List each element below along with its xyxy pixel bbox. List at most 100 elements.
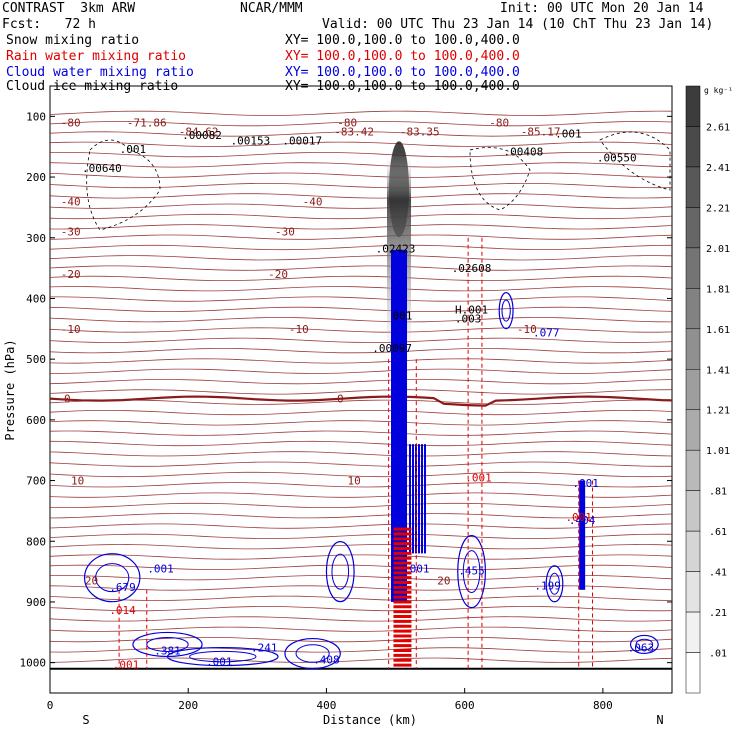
temperature-contour-line: [50, 358, 672, 364]
colorbar-label: 1.81: [706, 284, 730, 295]
header-model: CONTRAST 3km ARW: [2, 1, 136, 16]
contour-value-label: .001: [572, 477, 599, 490]
cloud-water-contour: [166, 646, 279, 667]
temperature-contour-line: [50, 131, 672, 137]
temperature-contour-line: [50, 327, 672, 333]
temperature-contour-line: [50, 471, 672, 478]
temperature-contour-line: [50, 482, 672, 488]
temperature-contour-line: [50, 554, 672, 560]
contour-value-label: .199: [534, 580, 561, 593]
temperature-contour-line: [50, 595, 672, 601]
cloud-water-contour: [629, 634, 659, 655]
cloud-water-contour: [545, 565, 564, 603]
temperature-contour-line: [50, 286, 672, 292]
cloud-water-contour: [95, 563, 130, 593]
x-tick-label: 200: [178, 699, 198, 712]
cloud-water-column-east: [579, 480, 586, 590]
colorbar-segment: [685, 530, 701, 572]
contour-value-label: .001: [465, 472, 492, 485]
cloud-water-contour: [83, 553, 141, 603]
temperature-contour-line: [50, 502, 672, 509]
field-snow-label: Snow mixing ratio: [6, 33, 140, 48]
contour-value-label: .001: [206, 655, 233, 668]
y-tick-label: 400: [26, 292, 46, 305]
temperature-contour-line: [50, 513, 672, 519]
temperature-label: 20: [437, 575, 450, 588]
contour-value-label: .679: [109, 581, 136, 594]
field-snow-xy: XY= 100.0,100.0 to 100.0,400.0: [285, 33, 520, 48]
temperature-contour-line: [50, 265, 672, 271]
contour-value-label: H.001: [455, 303, 488, 316]
colorbar-segment: [685, 571, 701, 613]
snow-ice-contour: [469, 147, 531, 211]
contour-value-label: .408: [313, 654, 340, 667]
colorbar-label: .41: [709, 568, 727, 579]
contour-value-label: 001: [393, 309, 413, 322]
temperature-contour-line: [50, 378, 672, 385]
temperature-contour-line: [50, 523, 672, 529]
field-cloudwater-label: Cloud water mixing ratio: [6, 65, 194, 80]
temperature-label: -40: [61, 195, 81, 208]
zero-degree-contour: [50, 395, 672, 407]
colorbar-segment: [685, 449, 701, 491]
temperature-contour-line: [50, 492, 672, 498]
cloud-water-contour: [498, 291, 514, 330]
temperature-contour-line: [50, 172, 672, 178]
cloud-water-band: [415, 444, 418, 554]
temperature-contour-line: [50, 647, 672, 653]
x-tick-label: 800: [593, 699, 613, 712]
temperature-label: 0: [337, 393, 344, 406]
temperature-contour-line: [50, 234, 672, 240]
contour-value-label: .02608: [452, 262, 492, 275]
temperature-contour-line: [50, 213, 672, 220]
cloud-water-contour: [462, 550, 481, 594]
contour-value-label: -71.86: [127, 116, 167, 129]
temperature-label: -40: [303, 195, 323, 208]
cloud-water-band: [418, 444, 421, 554]
contour-value-label: .00408: [504, 146, 544, 159]
contour-value-label: .00550: [597, 152, 637, 165]
header-center: NCAR/MMM: [240, 1, 303, 16]
temperature-contour-line: [50, 544, 672, 550]
temperature-label: 20: [85, 575, 98, 588]
colorbar-segment: [685, 126, 701, 168]
colorbar-segment: [685, 369, 701, 410]
contour-value-label: .014: [109, 604, 136, 617]
contour-value-label: .001: [147, 563, 174, 576]
temperature-label: 10: [71, 475, 84, 488]
colorbar-label: 1.21: [706, 406, 730, 417]
colorbar-label: 1.01: [706, 446, 730, 457]
temperature-label: -80: [61, 116, 81, 129]
temperature-contour-line: [50, 440, 672, 447]
temperature-contour-line: [50, 348, 672, 354]
temperature-contour-line: [50, 368, 672, 374]
y-tick-label: 100: [26, 110, 46, 123]
temperature-contour-line: [50, 120, 672, 127]
cloud-water-core: [391, 249, 408, 602]
cloud-water-contour: [457, 534, 486, 609]
cloud-water-contour: [331, 553, 350, 590]
temperature-contour-line: [50, 626, 672, 632]
contour-value-label: .381: [154, 645, 181, 658]
contour-value-label: .00640: [82, 162, 122, 175]
contour-value-label: .001: [113, 658, 140, 671]
temperature-contour-line: [50, 306, 672, 313]
colorbar-segment: [685, 611, 701, 653]
temperature-contour-line: [50, 657, 672, 663]
y-tick-label: 300: [26, 232, 46, 245]
colorbar-label: .61: [709, 527, 727, 538]
field-rain-label: Rain water mixing ratio: [6, 49, 187, 64]
cloud-water-band: [421, 444, 424, 554]
colorbar-label: .81: [709, 487, 727, 498]
temperature-contour-line: [50, 451, 672, 457]
contour-value-label: -85.17: [521, 126, 561, 139]
contour-value-label: -83.42: [334, 126, 374, 139]
plot-frame: [49, 85, 673, 694]
y-tick-label: 600: [26, 414, 46, 427]
temperature-contour-line: [50, 193, 672, 199]
contour-value-label: .001: [555, 127, 582, 140]
colorbar-label: 2.61: [706, 122, 730, 133]
temperature-label: -10: [517, 323, 537, 336]
cloud-water-contour: [189, 650, 257, 663]
contour-value-label: .003: [455, 312, 482, 325]
